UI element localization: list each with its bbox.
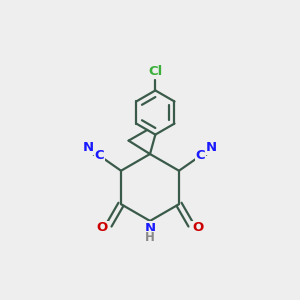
Text: O: O xyxy=(97,221,108,234)
Text: O: O xyxy=(192,221,203,234)
Text: C: C xyxy=(95,149,104,162)
Text: N: N xyxy=(83,141,94,154)
Text: N: N xyxy=(144,222,156,235)
Text: N: N xyxy=(206,141,217,154)
Text: Cl: Cl xyxy=(148,65,163,78)
Text: H: H xyxy=(145,231,155,244)
Text: C: C xyxy=(196,149,205,162)
